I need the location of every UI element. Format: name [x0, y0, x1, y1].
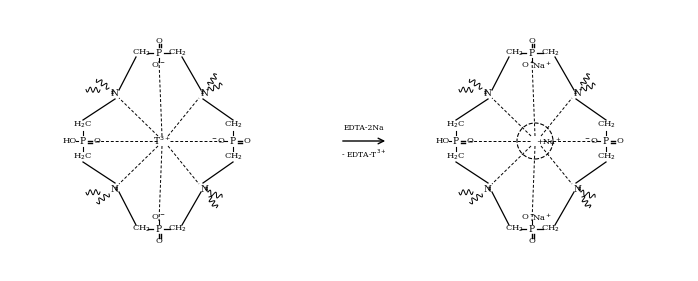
Text: N: N	[573, 185, 581, 194]
Text: HO: HO	[63, 137, 77, 145]
Text: P: P	[529, 49, 535, 58]
Text: N: N	[200, 89, 208, 98]
Text: CH$_2$: CH$_2$	[223, 152, 242, 162]
Text: N: N	[483, 89, 491, 98]
Text: O$^-$: O$^-$	[151, 60, 165, 70]
Text: O: O	[466, 137, 473, 145]
Text: CH$_2$: CH$_2$	[168, 224, 186, 234]
Text: P: P	[453, 137, 459, 146]
Text: O$^-$: O$^-$	[151, 212, 165, 222]
Text: CH$_2$: CH$_2$	[223, 120, 242, 130]
Text: Na$^+$: Na$^+$	[532, 211, 552, 223]
Text: O: O	[244, 137, 251, 145]
Text: P: P	[529, 225, 535, 234]
Text: N: N	[573, 89, 581, 98]
Text: N: N	[200, 185, 208, 194]
Text: EDTA-2Na: EDTA-2Na	[343, 124, 385, 132]
Text: Na$^+$: Na$^+$	[532, 59, 552, 71]
Text: - EDTA-T$^{3+}$: - EDTA-T$^{3+}$	[341, 148, 387, 160]
Text: P: P	[80, 137, 86, 146]
Text: H$_2$C: H$_2$C	[73, 152, 93, 162]
Text: CH$_2$: CH$_2$	[131, 48, 151, 58]
Text: P: P	[156, 49, 162, 58]
Text: H$_2$C: H$_2$C	[447, 152, 466, 162]
Text: CH$_2$: CH$_2$	[597, 152, 616, 162]
Text: O: O	[156, 237, 163, 245]
Text: O: O	[616, 137, 623, 145]
Text: $^-$O: $^-$O	[210, 136, 226, 146]
Text: P: P	[230, 137, 236, 146]
Text: O: O	[528, 37, 535, 45]
Text: N: N	[483, 185, 491, 194]
Text: O: O	[94, 137, 101, 145]
Text: P: P	[603, 137, 609, 146]
Text: CH$_2$: CH$_2$	[540, 48, 560, 58]
Text: O: O	[156, 37, 163, 45]
Text: CH$_2$: CH$_2$	[540, 224, 560, 234]
Text: N: N	[110, 89, 118, 98]
Text: H$_2$C: H$_2$C	[73, 120, 93, 130]
Text: N: N	[110, 185, 118, 194]
Text: CH$_2$: CH$_2$	[168, 48, 186, 58]
Text: P: P	[156, 225, 162, 234]
Text: CH$_2$: CH$_2$	[131, 224, 151, 234]
Text: O$^-$: O$^-$	[521, 212, 535, 222]
Text: O$^-$: O$^-$	[521, 60, 535, 70]
Text: +Na$^+$: +Na$^+$	[536, 135, 562, 147]
Text: $^-$O: $^-$O	[583, 136, 599, 146]
Text: T$^{3+}$: T$^{3+}$	[153, 135, 171, 147]
Text: CH$_2$: CH$_2$	[597, 120, 616, 130]
Text: CH$_2$: CH$_2$	[505, 48, 524, 58]
Text: HO: HO	[436, 137, 450, 145]
Text: O: O	[528, 237, 535, 245]
Text: CH$_2$: CH$_2$	[505, 224, 524, 234]
Text: H$_2$C: H$_2$C	[447, 120, 466, 130]
